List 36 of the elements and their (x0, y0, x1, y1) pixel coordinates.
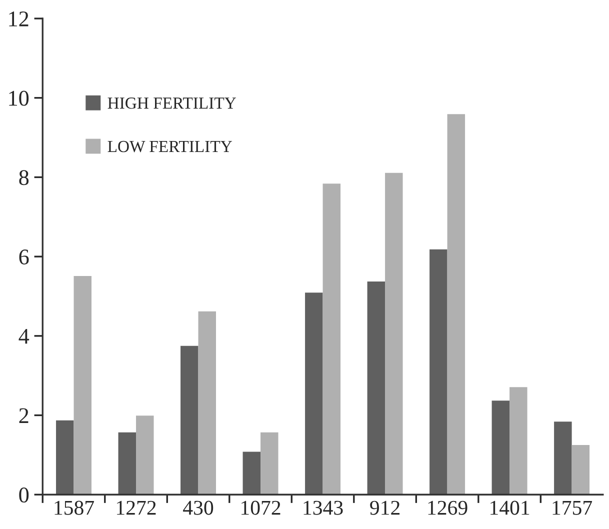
y-tick-label: 12 (9, 12, 28, 26)
bar (510, 387, 528, 495)
x-tick-label: 1401 (490, 500, 530, 515)
bar (242, 452, 261, 495)
x-tick-label: 1272 (117, 500, 156, 515)
bar (492, 400, 510, 495)
y-tick-label: 8 (19, 170, 29, 186)
bar (180, 346, 198, 495)
legend-label: HIGH FERTILITY (108, 98, 236, 109)
bar (572, 445, 590, 495)
x-tick-label: 1072 (242, 500, 280, 515)
y-tick-label: 2 (19, 408, 28, 423)
x-tick-label: 1343 (304, 500, 343, 515)
bar (136, 416, 154, 495)
x-tick-label: 430 (183, 500, 214, 515)
x-tick-label: 912 (370, 500, 400, 515)
bar (430, 249, 448, 495)
x-tick-label: 1269 (428, 500, 468, 515)
y-tick-label: 4 (18, 328, 30, 344)
x-tick-label: 1587 (54, 500, 94, 515)
legend-label: LOW FERTILITY (108, 140, 232, 152)
bar (198, 311, 216, 495)
bar (322, 184, 341, 495)
bar (56, 420, 74, 495)
bar (447, 114, 466, 495)
bar (554, 422, 572, 495)
bar (305, 292, 323, 495)
bar (385, 172, 403, 495)
bar (74, 276, 92, 495)
x-tick-label: 1757 (552, 500, 592, 515)
bar (118, 432, 136, 495)
y-tick-label: 0 (19, 488, 29, 503)
bar (367, 282, 386, 495)
y-tick-label: 6 (19, 250, 29, 264)
y-tick-label: 10 (9, 90, 29, 106)
bar (260, 432, 278, 495)
